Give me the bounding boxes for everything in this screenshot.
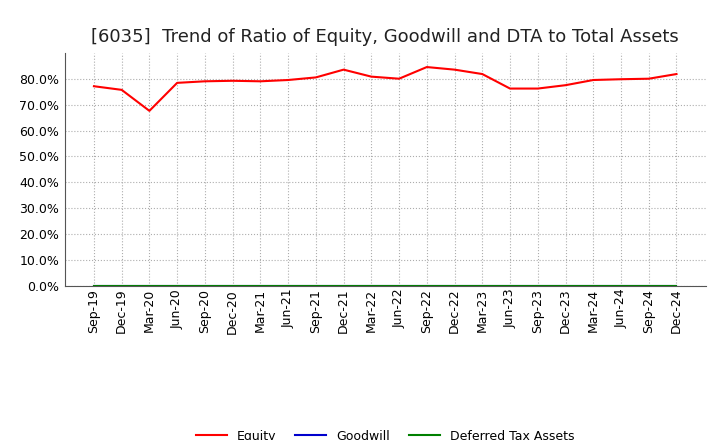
Deferred Tax Assets xyxy=(228,283,237,289)
Deferred Tax Assets xyxy=(589,283,598,289)
Equity xyxy=(256,79,265,84)
Deferred Tax Assets xyxy=(534,283,542,289)
Goodwill xyxy=(616,283,625,289)
Deferred Tax Assets xyxy=(450,283,459,289)
Deferred Tax Assets xyxy=(173,283,181,289)
Goodwill xyxy=(423,283,431,289)
Equity xyxy=(644,76,653,81)
Deferred Tax Assets xyxy=(395,283,403,289)
Equity xyxy=(312,75,320,80)
Deferred Tax Assets xyxy=(312,283,320,289)
Equity xyxy=(201,79,210,84)
Legend: Equity, Goodwill, Deferred Tax Assets: Equity, Goodwill, Deferred Tax Assets xyxy=(191,425,580,440)
Goodwill xyxy=(534,283,542,289)
Goodwill xyxy=(312,283,320,289)
Goodwill xyxy=(339,283,348,289)
Equity xyxy=(145,108,154,114)
Deferred Tax Assets xyxy=(423,283,431,289)
Goodwill xyxy=(672,283,681,289)
Deferred Tax Assets xyxy=(644,283,653,289)
Goodwill xyxy=(367,283,376,289)
Goodwill xyxy=(589,283,598,289)
Equity xyxy=(367,74,376,79)
Goodwill xyxy=(228,283,237,289)
Deferred Tax Assets xyxy=(89,283,98,289)
Line: Equity: Equity xyxy=(94,67,677,111)
Deferred Tax Assets xyxy=(256,283,265,289)
Deferred Tax Assets xyxy=(367,283,376,289)
Deferred Tax Assets xyxy=(201,283,210,289)
Equity xyxy=(284,77,292,83)
Deferred Tax Assets xyxy=(117,283,126,289)
Equity xyxy=(395,76,403,81)
Goodwill xyxy=(89,283,98,289)
Goodwill xyxy=(450,283,459,289)
Equity xyxy=(505,86,514,91)
Equity xyxy=(478,71,487,77)
Goodwill xyxy=(117,283,126,289)
Equity xyxy=(450,67,459,72)
Goodwill xyxy=(284,283,292,289)
Deferred Tax Assets xyxy=(284,283,292,289)
Goodwill xyxy=(644,283,653,289)
Equity xyxy=(423,64,431,70)
Equity xyxy=(589,77,598,83)
Equity xyxy=(117,87,126,92)
Goodwill xyxy=(478,283,487,289)
Deferred Tax Assets xyxy=(145,283,154,289)
Equity xyxy=(339,67,348,72)
Equity xyxy=(173,80,181,85)
Equity xyxy=(616,77,625,82)
Deferred Tax Assets xyxy=(339,283,348,289)
Equity xyxy=(228,78,237,84)
Equity xyxy=(89,84,98,89)
Goodwill xyxy=(561,283,570,289)
Goodwill xyxy=(256,283,265,289)
Deferred Tax Assets xyxy=(561,283,570,289)
Goodwill xyxy=(145,283,154,289)
Goodwill xyxy=(505,283,514,289)
Deferred Tax Assets xyxy=(672,283,681,289)
Goodwill xyxy=(395,283,403,289)
Goodwill xyxy=(201,283,210,289)
Equity xyxy=(534,86,542,91)
Goodwill xyxy=(173,283,181,289)
Deferred Tax Assets xyxy=(616,283,625,289)
Deferred Tax Assets xyxy=(478,283,487,289)
Deferred Tax Assets xyxy=(505,283,514,289)
Title: [6035]  Trend of Ratio of Equity, Goodwill and DTA to Total Assets: [6035] Trend of Ratio of Equity, Goodwil… xyxy=(91,28,679,46)
Equity xyxy=(561,83,570,88)
Equity xyxy=(672,71,681,77)
